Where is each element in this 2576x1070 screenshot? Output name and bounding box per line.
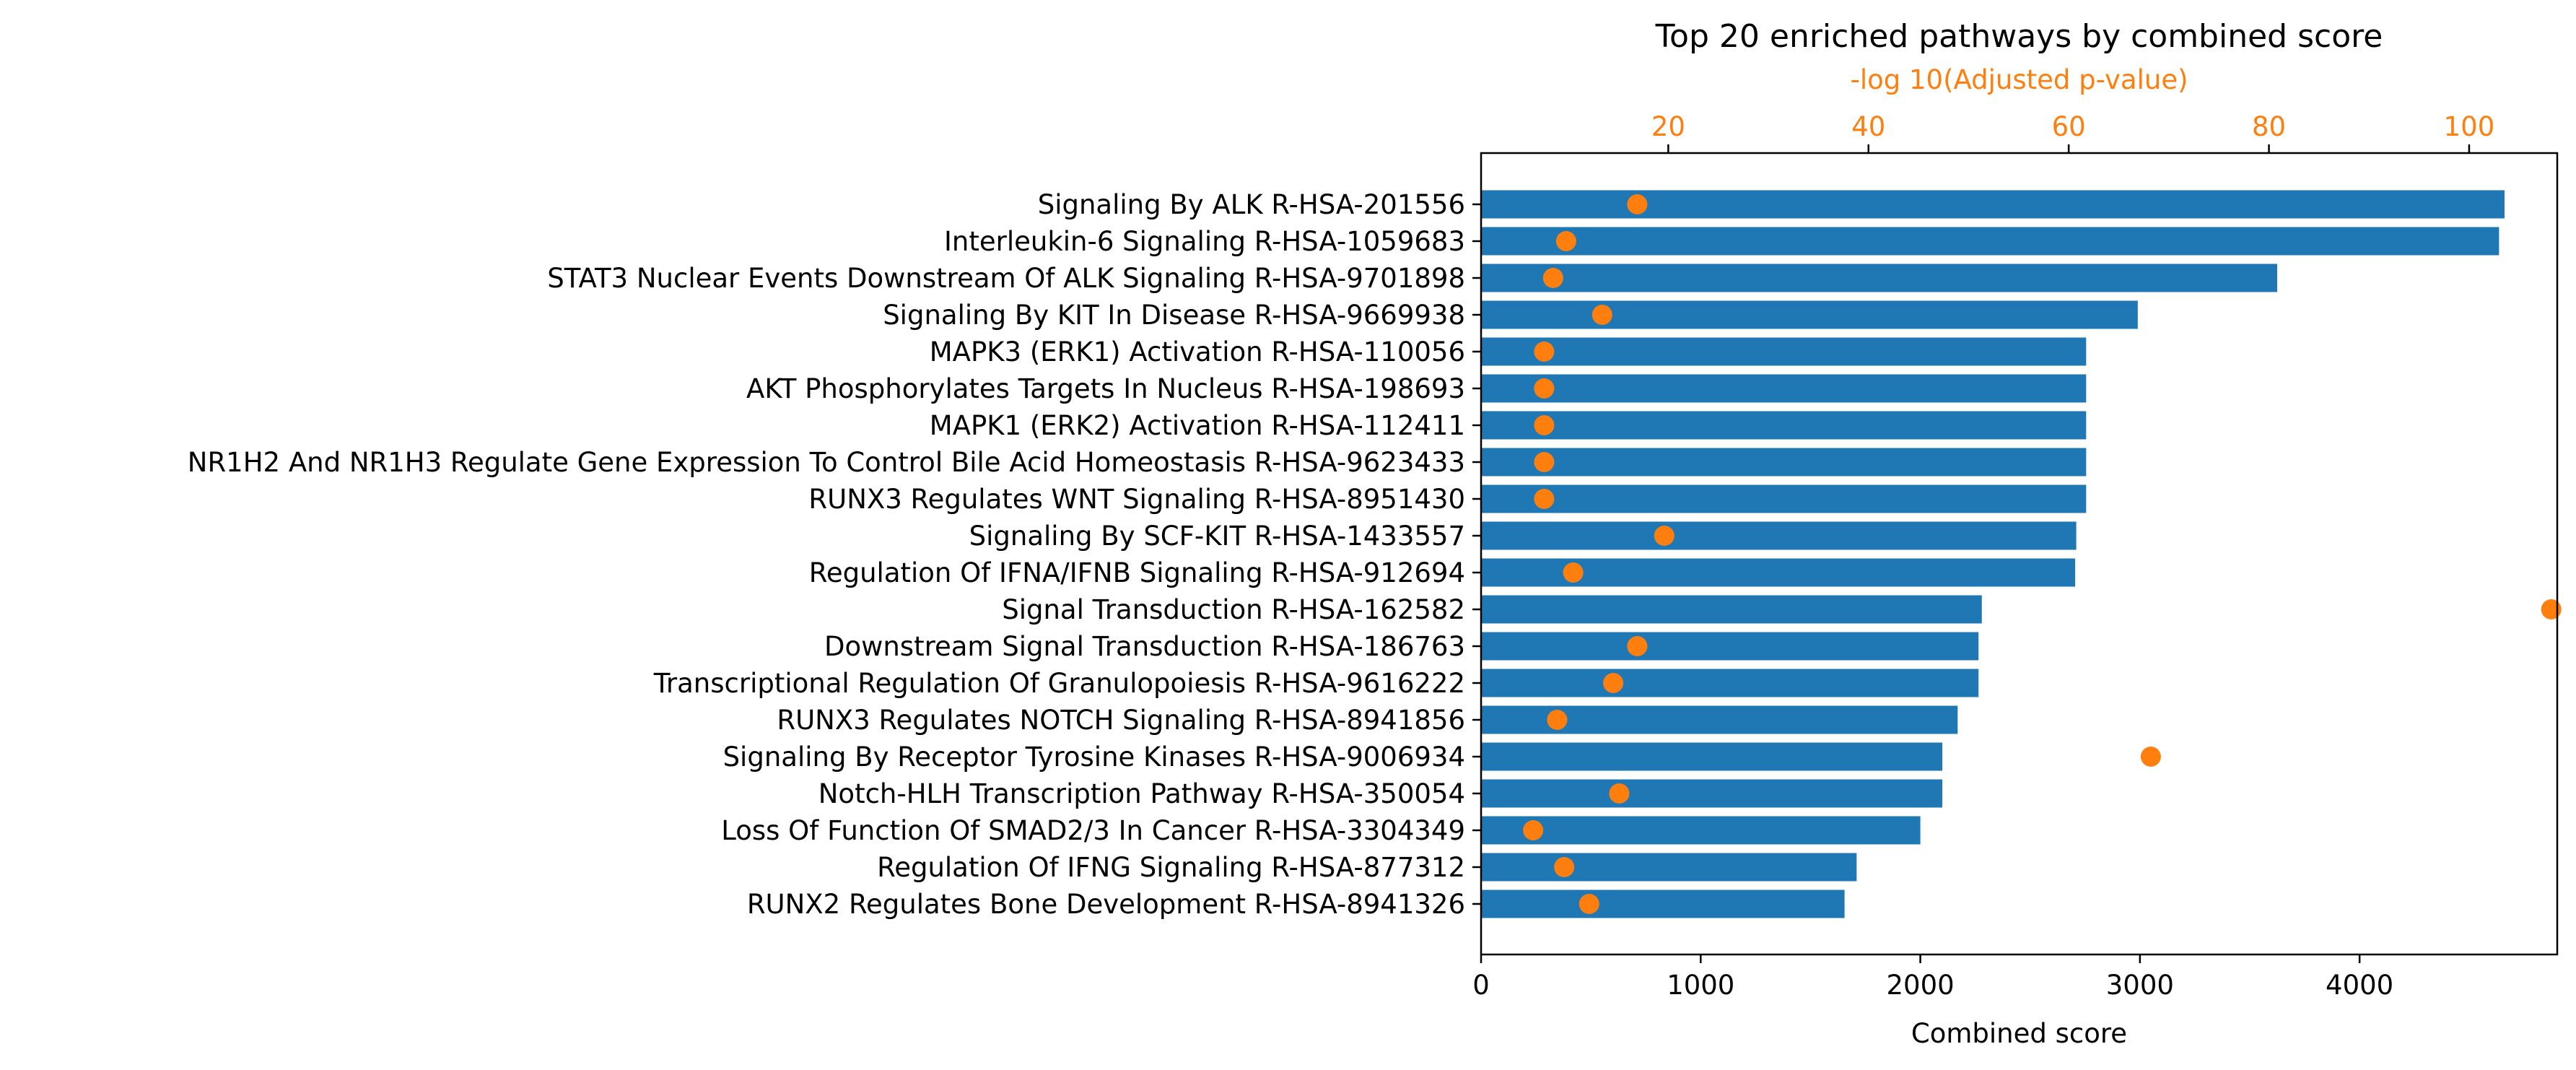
bar [1481,632,1979,661]
top-axis: 20 40 60 80 100 [1651,111,2494,153]
category-label: STAT3 Nuclear Events Downstream Of ALK S… [547,263,1465,294]
category-label: Regulation Of IFNG Signaling R-HSA-87731… [877,852,1465,883]
top-tick-label: 20 [1651,111,1685,142]
data-point [1547,710,1568,730]
category-label: MAPK3 (ERK1) Activation R-HSA-110056 [930,336,1465,367]
bar [1481,669,1979,697]
data-point [1627,194,1648,214]
bar [1481,337,2087,366]
x-tick-label: 1000 [1667,970,1734,1001]
plot-frame [1480,152,2559,956]
bar-series [1481,190,2505,918]
category-label: Loss Of Function Of SMAD2/3 In Cancer R-… [721,815,1465,846]
category-label: Signal Transduction R-HSA-162582 [1002,594,1465,625]
bar [1481,411,2087,440]
top-tick-label: 80 [2252,111,2286,142]
category-label: Signaling By KIT In Disease R-HSA-966993… [883,300,1465,331]
bar [1481,521,2077,550]
data-point [1579,894,1599,914]
category-label: AKT Phosphorylates Targets In Nucleus R-… [746,373,1465,404]
x-tick-label: 3000 [2106,970,2174,1001]
bar [1481,190,2505,219]
data-point [1534,452,1555,472]
bar [1481,779,1942,808]
top-axis-label: -log 10(Adjusted p-value) [1850,64,2188,95]
data-point [1542,268,1563,288]
data-point [1603,673,1624,693]
x-axis-label: Combined score [1911,1018,2127,1049]
bar [1481,264,2278,292]
chart-title: Top 20 enriched pathways by combined sco… [1655,18,2383,55]
bar [1481,484,2087,513]
top-tick-label: 60 [2052,111,2086,142]
data-point [1523,820,1544,840]
data-point [1555,231,1576,251]
data-point [1563,562,1584,583]
data-point [1654,526,1675,546]
x-tick-label: 0 [1472,970,1490,1001]
category-label: NR1H2 And NR1H3 Regulate Gene Expression… [188,447,1465,478]
top-tick-label: 100 [2444,111,2495,142]
category-label: Regulation Of IFNA/IFNB Signaling R-HSA-… [809,557,1465,588]
category-label: Transcriptional Regulation Of Granulopoi… [653,668,1465,699]
category-label: Signaling By SCF-KIT R-HSA-1433557 [969,521,1465,552]
data-point [1534,489,1555,509]
category-label: RUNX2 Regulates Bone Development R-HSA-8… [747,889,1465,920]
bar [1481,300,2138,329]
data-point [1534,415,1555,435]
data-point [1554,857,1575,877]
category-label: Signaling By Receptor Tyrosine Kinases R… [723,741,1465,773]
bar [1481,853,1857,882]
category-label: Downstream Signal Transduction R-HSA-186… [824,631,1465,662]
category-label: Signaling By ALK R-HSA-201556 [1038,189,1465,220]
bar [1481,595,1982,624]
category-label: RUNX3 Regulates WNT Signaling R-HSA-8951… [808,484,1465,515]
category-label: MAPK1 (ERK2) Activation R-HSA-112411 [930,410,1465,441]
bar [1481,742,1942,771]
data-point [2140,747,2161,767]
top-tick-label: 40 [1851,111,1885,142]
category-label: Interleukin-6 Signaling R-HSA-1059683 [944,226,1465,257]
bar [1481,227,2499,256]
bar [1481,448,2087,477]
data-point [1534,378,1555,399]
category-label: RUNX3 Regulates NOTCH Signaling R-HSA-89… [777,705,1465,736]
data-point [1534,342,1555,362]
category-label: Notch-HLH Transcription Pathway R-HSA-35… [818,778,1465,809]
x-tick-label: 2000 [1886,970,1954,1001]
data-point [1627,636,1648,656]
data-point [1609,783,1630,804]
point-series [1523,194,2562,914]
category-labels: Signaling By ALK R-HSA-201556 Interleukin… [188,189,1481,920]
data-point [2541,599,2562,619]
bar [1481,816,1921,845]
bottom-axis: 0 1000 2000 3000 4000 [1472,954,2393,1001]
data-point [1592,305,1612,325]
bar [1481,374,2087,403]
x-tick-label: 4000 [2326,970,2393,1001]
bar [1481,890,1845,918]
